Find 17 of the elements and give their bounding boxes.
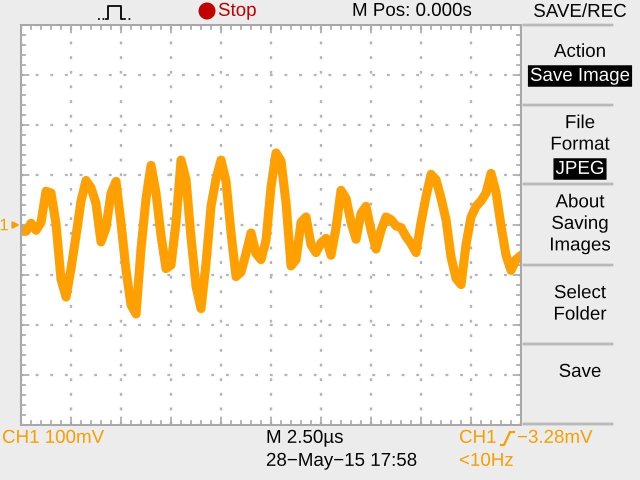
text: Select Folder: [554, 284, 606, 320]
text: 1: [0, 218, 8, 230]
text: −3.28mV: [518, 430, 592, 444]
text: File Format: [552, 114, 610, 150]
text: SAVE/REC: [534, 3, 626, 18]
text: Save: [559, 364, 601, 378]
text: M Pos: 0.000s: [354, 2, 472, 16]
text: <10Hz: [460, 452, 513, 466]
text: CH1 100mV: [2, 430, 104, 444]
text: About Saving Images: [550, 194, 610, 254]
text: M 2.50µs: [268, 430, 343, 447]
text: Action: [554, 43, 605, 58]
text: 28−May−15 17:58: [266, 452, 416, 470]
text: Stop: [218, 2, 256, 20]
text: JPEG: [556, 160, 604, 174]
text: Save Image: [530, 68, 630, 85]
text: CH1: [460, 430, 496, 444]
